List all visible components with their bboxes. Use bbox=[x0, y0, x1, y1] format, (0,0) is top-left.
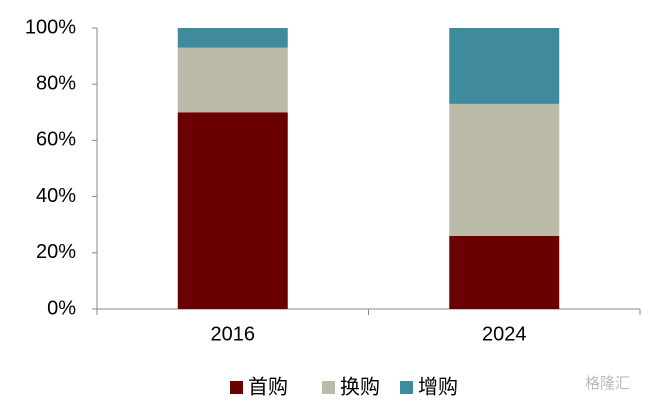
watermark: 格隆汇 bbox=[585, 375, 630, 392]
y-tick-label: 0% bbox=[47, 297, 76, 319]
bar-segment bbox=[449, 103, 560, 236]
legend-label: 换购 bbox=[340, 375, 380, 398]
bar-segment bbox=[449, 28, 560, 104]
bar-segment bbox=[449, 235, 560, 309]
y-tick-label: 60% bbox=[36, 129, 76, 151]
legend-swatch bbox=[400, 381, 413, 394]
y-tick-label: 40% bbox=[36, 185, 76, 207]
bar-segment bbox=[177, 112, 288, 309]
legend-label: 首购 bbox=[248, 375, 288, 398]
y-tick-label: 20% bbox=[36, 241, 76, 263]
x-tick-label: 2024 bbox=[482, 323, 527, 345]
x-tick-label: 2016 bbox=[211, 323, 256, 345]
legend-swatch bbox=[230, 381, 243, 394]
legend-swatch bbox=[322, 381, 335, 394]
y-tick-label: 100% bbox=[25, 16, 76, 38]
bar-segment bbox=[177, 47, 288, 113]
y-tick-label: 80% bbox=[36, 72, 76, 94]
legend-label: 增购 bbox=[418, 375, 458, 398]
bar-segment bbox=[177, 28, 288, 48]
